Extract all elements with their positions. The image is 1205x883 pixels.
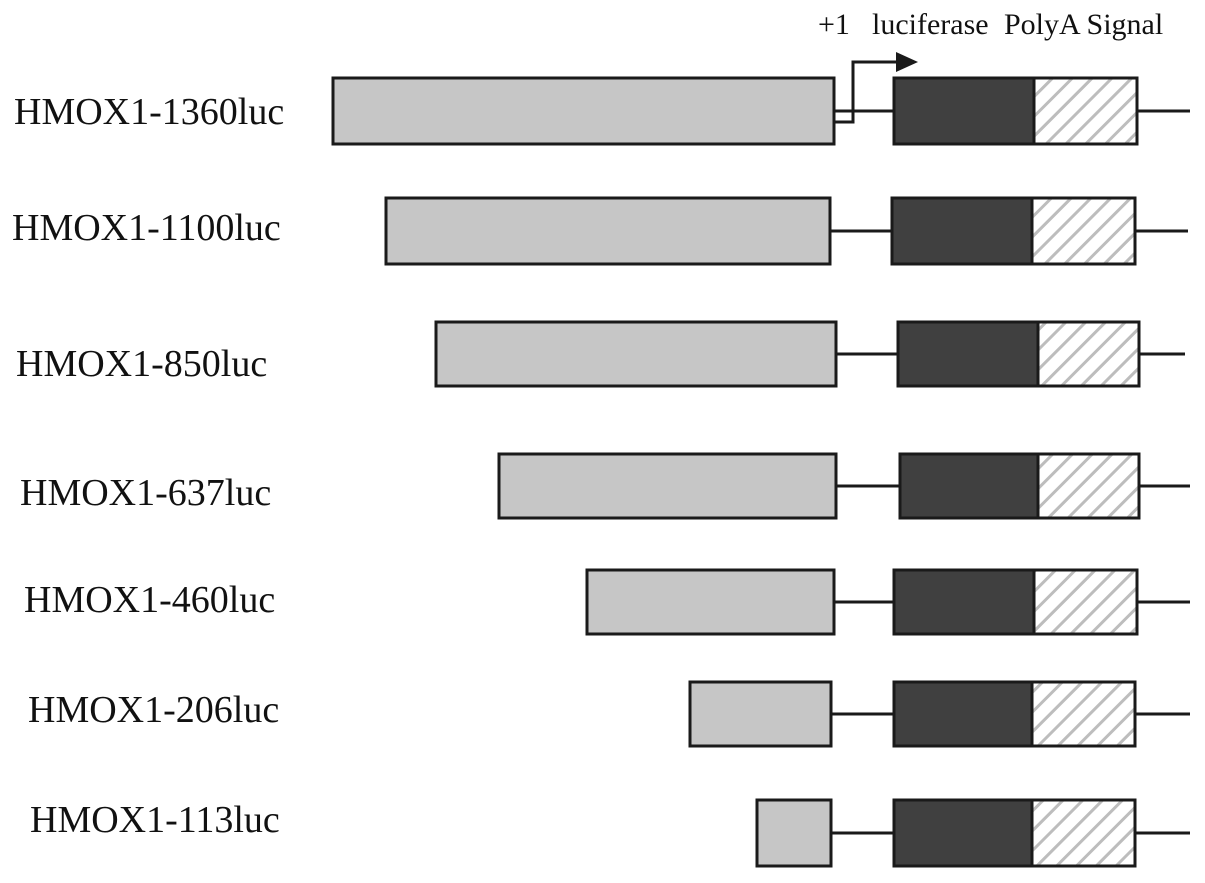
- polya-signal-box: [1036, 320, 1141, 388]
- promoter-fragment-box: [384, 196, 832, 266]
- transcription-start-arrow-icon: [835, 52, 918, 124]
- construct-label: HMOX1-206luc: [28, 689, 279, 731]
- construct-row: HMOX1-850luc: [16, 320, 1185, 388]
- luciferase-box: [892, 76, 1036, 146]
- construct-label: HMOX1-460luc: [24, 579, 275, 621]
- construct-row: HMOX1-1100luc: [12, 196, 1188, 266]
- construct-label: HMOX1-850luc: [16, 343, 267, 385]
- polya-signal-box: [1032, 76, 1139, 146]
- luciferase-header-label: luciferase: [872, 8, 989, 41]
- polya-signal-box: [1030, 798, 1137, 868]
- promoter-fragment-box: [755, 798, 833, 868]
- polya-signal-box: [1036, 452, 1141, 520]
- construct-row: HMOX1-460luc: [24, 568, 1190, 636]
- promoter-fragment-box: [585, 568, 836, 636]
- construct-row: HMOX1-113luc: [30, 798, 1190, 868]
- luciferase-box: [892, 568, 1036, 636]
- luciferase-box: [892, 798, 1034, 868]
- polya-signal-box: [1030, 196, 1137, 266]
- construct-label: HMOX1-1100luc: [12, 207, 281, 249]
- luciferase-box: [898, 452, 1040, 520]
- luciferase-box: [892, 680, 1034, 748]
- construct-label: HMOX1-1360luc: [14, 91, 284, 133]
- promoter-fragment-box: [434, 320, 838, 388]
- transcription-start-label: +1: [818, 8, 850, 41]
- promoter-fragment-box: [331, 76, 836, 146]
- luciferase-box: [890, 196, 1034, 266]
- polya-signal-box: [1032, 568, 1139, 636]
- luciferase-box: [896, 320, 1040, 388]
- promoter-fragment-box: [497, 452, 838, 520]
- construct-row: HMOX1-637luc: [20, 452, 1190, 520]
- construct-label: HMOX1-637luc: [20, 472, 271, 514]
- construct-row: HMOX1-1360luc: [14, 76, 1190, 146]
- promoter-fragment-box: [688, 680, 833, 748]
- construct-row: HMOX1-206luc: [28, 680, 1190, 748]
- construct-label: HMOX1-113luc: [30, 799, 280, 841]
- polya-signal-box: [1030, 680, 1137, 748]
- construct-rows: HMOX1-1360luc HMOX1-1100luc HMOX1-850luc HM…: [12, 76, 1190, 868]
- polya-signal-header-label: PolyA Signal: [1004, 8, 1163, 41]
